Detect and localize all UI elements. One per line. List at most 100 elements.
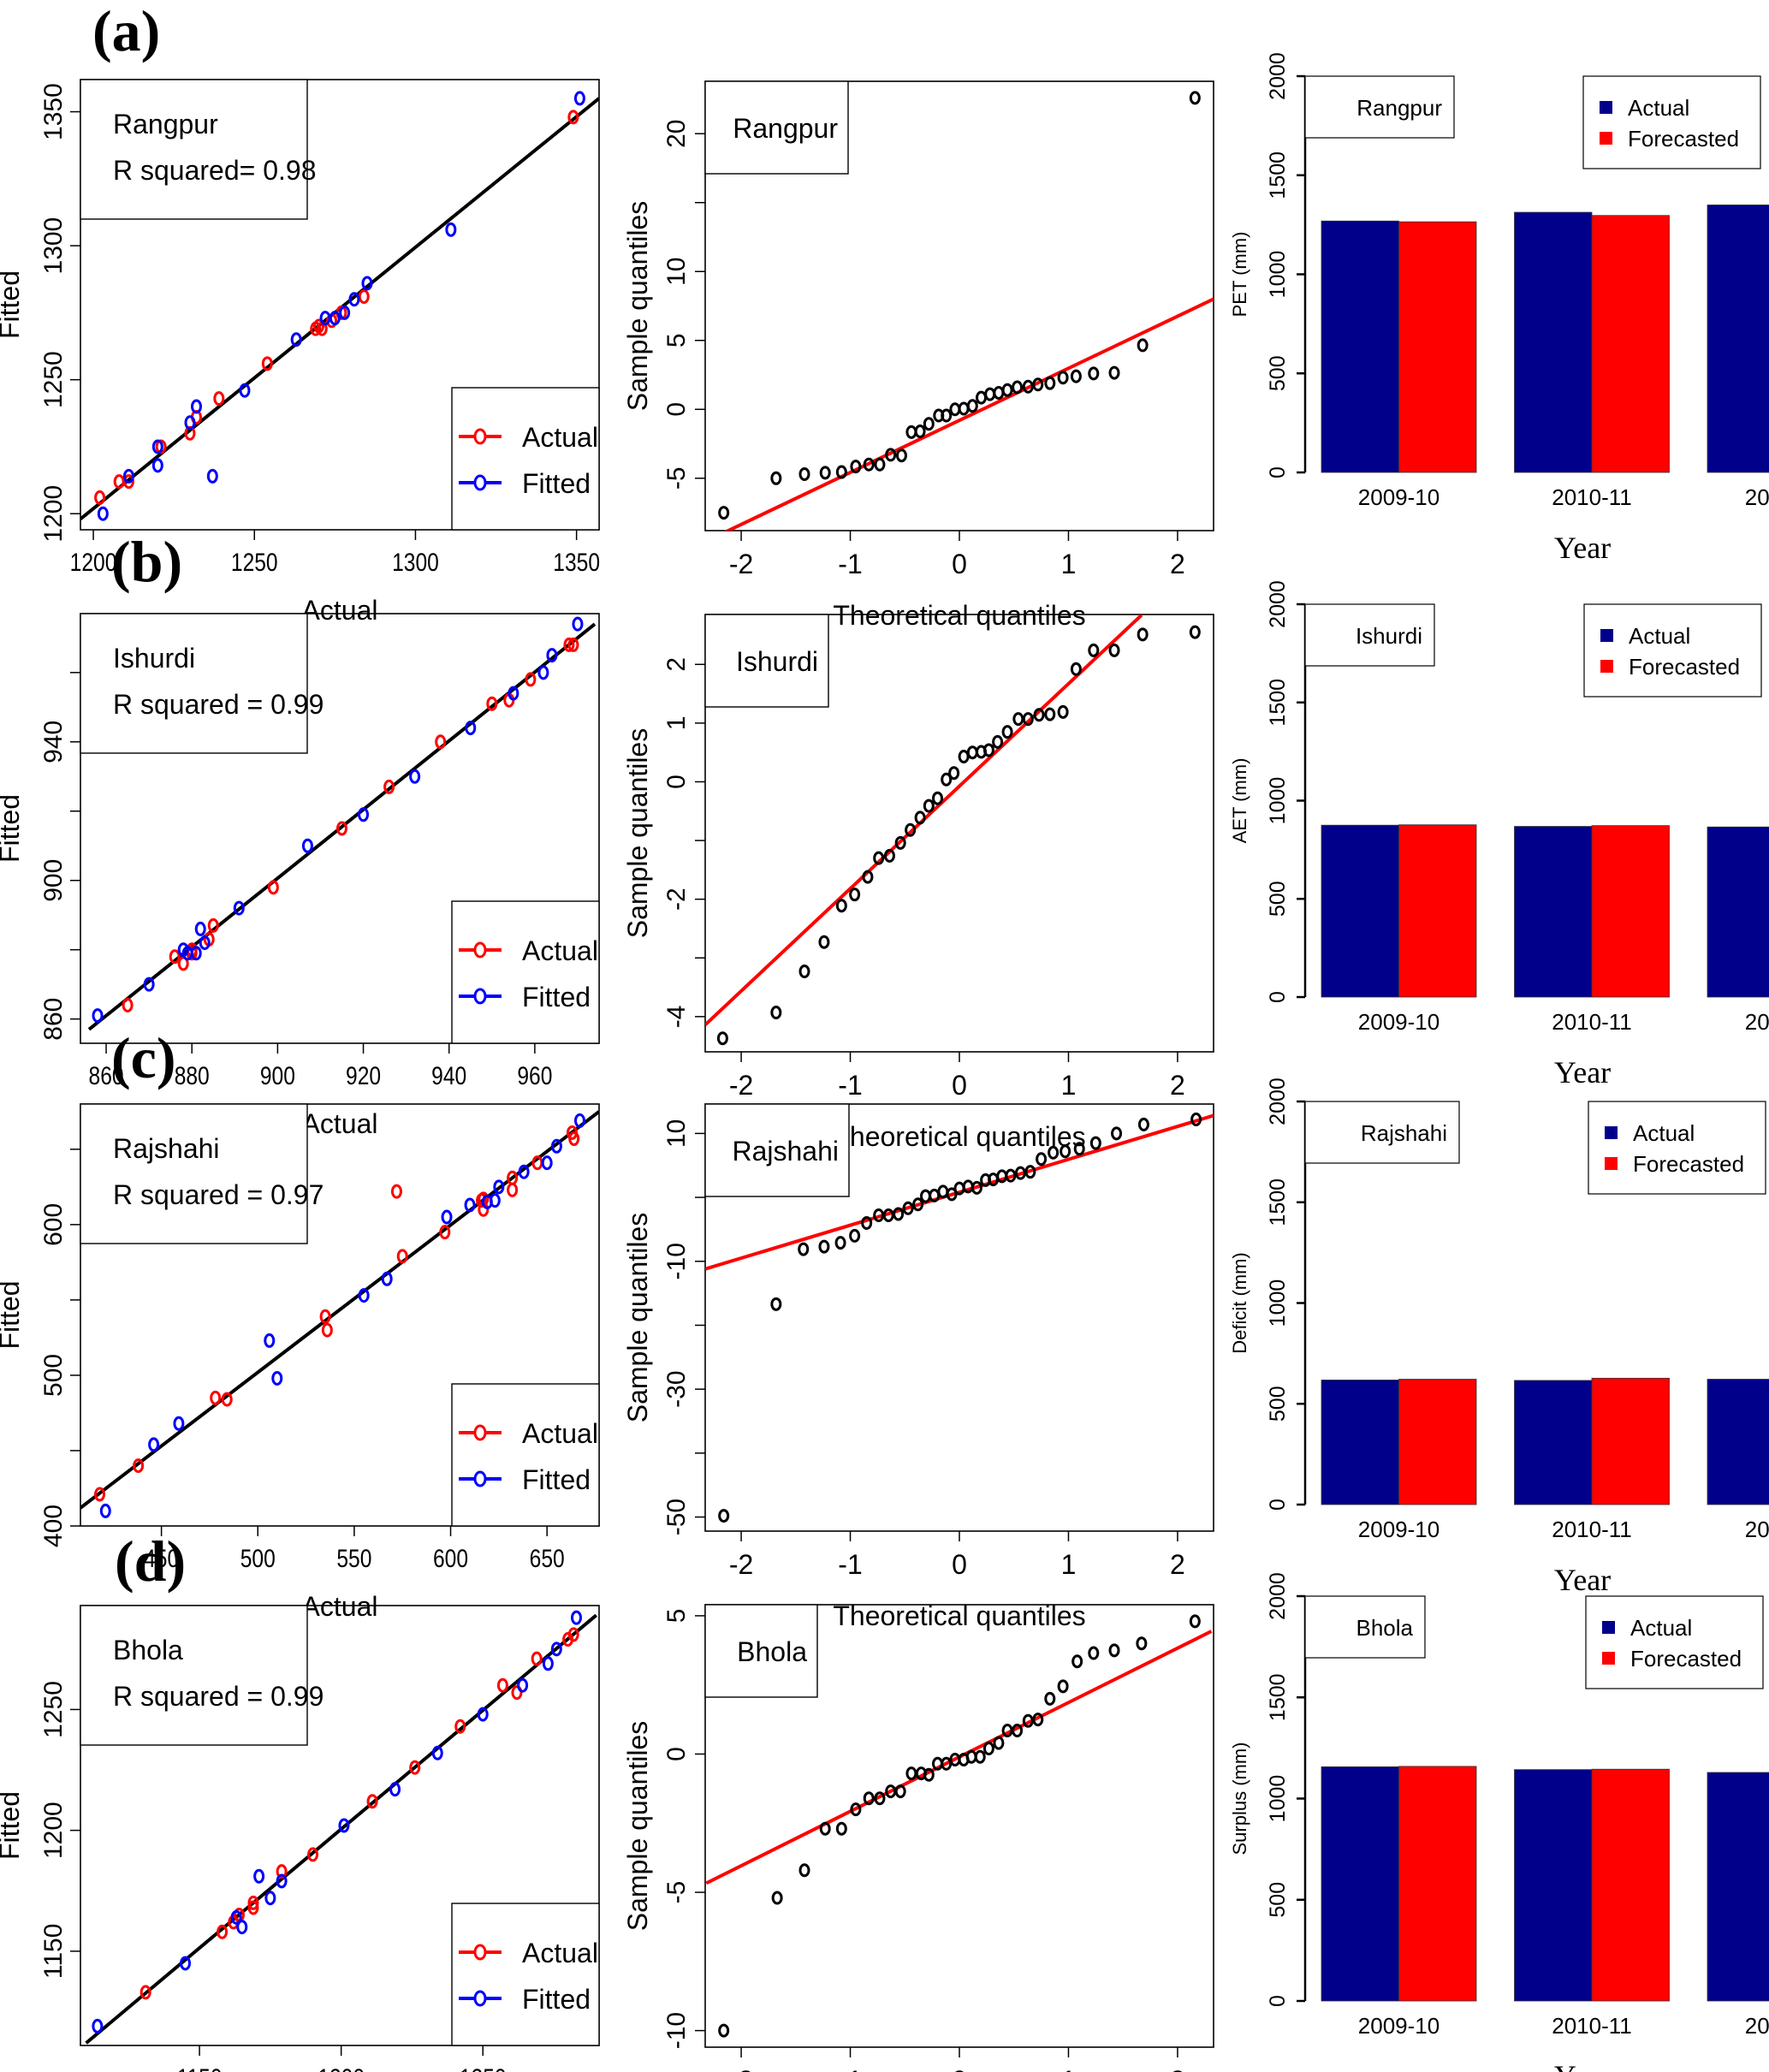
- qq-point: [984, 387, 996, 401]
- x-axis-label: Actual: [302, 595, 378, 626]
- qq-point: [1137, 1117, 1149, 1131]
- actual-point: [435, 734, 447, 750]
- r-squared-annotation: R squared = 0.97: [113, 1179, 324, 1210]
- qq-point: [974, 1749, 986, 1764]
- legend-label-fitted: Fitted: [522, 1464, 591, 1495]
- qq-point: [894, 1784, 906, 1799]
- y-tick-label: 2: [662, 657, 691, 672]
- qq-panel-ishurdi: -2 -1 0 1 2 -4 -2 0 1 2 Theoretical quantiles Sampl…: [622, 614, 1214, 1152]
- y-tick-label: 10: [662, 1119, 691, 1148]
- legend-box: [1588, 1101, 1766, 1195]
- legend-marker-fitted: [473, 988, 487, 1005]
- y-tick-label: 1500: [1266, 151, 1290, 199]
- station-label-box: [1304, 75, 1455, 139]
- x-tick-label: 920: [346, 1061, 381, 1090]
- actual-point: [169, 949, 181, 965]
- y-tick-label: 2000: [1266, 52, 1290, 100]
- x-tick-label: 1250: [460, 2063, 507, 2072]
- qq-point: [1044, 707, 1056, 721]
- x-tick-label: -1: [838, 1549, 862, 1580]
- fitted-point: [572, 616, 584, 632]
- y-tick-label: -10: [662, 1243, 691, 1279]
- x-tick-label: 0: [952, 1070, 967, 1101]
- qq-point: [1060, 1144, 1071, 1159]
- legend-box: [451, 900, 600, 1044]
- fitted-point: [99, 1503, 111, 1518]
- legend-swatch-actual: [1605, 1126, 1618, 1139]
- qq-point: [819, 1821, 831, 1836]
- fitted-point: [339, 305, 351, 320]
- fitted-point: [546, 648, 558, 663]
- bar-actual-2010-11: [1514, 1380, 1593, 1505]
- actual-point: [94, 490, 106, 505]
- fitted-point: [253, 1868, 265, 1884]
- qq-point: [1189, 625, 1201, 639]
- y-axis-label: Sample quantiles: [622, 728, 653, 938]
- fitted-point: [276, 1873, 288, 1889]
- y-tick-label: 500: [1266, 1386, 1290, 1422]
- station-label-box: [704, 614, 829, 708]
- y-tick-label: 1000: [1266, 1279, 1290, 1327]
- fitted-point: [358, 807, 370, 822]
- qq-point: [818, 1239, 830, 1254]
- y-tick-label: 1350: [39, 83, 68, 140]
- x-tick-label: 1200: [70, 548, 117, 577]
- station-name: Rajshahi: [732, 1136, 839, 1167]
- qq-point: [1136, 1636, 1148, 1651]
- x-axis-label: Year: [1554, 1563, 1611, 1597]
- y-tick-label: 1500: [1266, 679, 1290, 727]
- bar-panel-rajshahi: 0 500 1000 1500 2000 Deficit (mm) 2009-10 2010-…: [1229, 1078, 1769, 1597]
- qq-point: [1044, 1691, 1056, 1706]
- x-tick-label: 550: [336, 1544, 371, 1573]
- qq-point: [1005, 1168, 1017, 1183]
- qq-point: [914, 810, 926, 825]
- fitted-point: [301, 838, 313, 853]
- x-axis-label: Actual: [302, 1591, 378, 1622]
- fitted-point: [151, 458, 163, 473]
- fitted-point: [493, 1179, 505, 1195]
- y-axis-label: AET (mm): [1229, 758, 1250, 844]
- qq-point: [1022, 1713, 1034, 1728]
- fitted-point: [361, 276, 373, 291]
- actual-point: [567, 110, 579, 125]
- y-tick-label: 0: [1266, 1995, 1290, 2007]
- y-tick-label: 0: [662, 775, 691, 789]
- qq-point: [1137, 338, 1149, 353]
- qq-point: [882, 1208, 894, 1222]
- x-tick-label: 2: [1170, 2065, 1185, 2072]
- legend-label-actual: Actual: [522, 935, 598, 966]
- qq-point: [850, 1802, 862, 1817]
- bar-forecasted-2010-11: [1591, 215, 1670, 473]
- bar-actual-2010-11: [1514, 1769, 1593, 2002]
- y-tick-label: 2000: [1266, 1078, 1290, 1125]
- fitted-point: [465, 721, 477, 736]
- fitted-point: [477, 1707, 489, 1722]
- x-tick-label: 1: [1061, 1549, 1077, 1580]
- qq-point: [895, 448, 907, 463]
- y-tick-label: 500: [1266, 355, 1290, 391]
- bar-actual-2009-10: [1321, 1380, 1399, 1505]
- actual-point: [94, 1487, 106, 1502]
- x-tick-label: 2009-10: [1358, 1009, 1440, 1035]
- actual-point: [507, 1182, 519, 1197]
- y-tick-label: 1200: [39, 1802, 68, 1859]
- qq-point: [941, 1756, 953, 1771]
- bar-forecasted-2010-11: [1591, 1768, 1670, 2002]
- qq-point: [770, 1297, 782, 1311]
- x-axis-label: Theoretical quantiles: [833, 1600, 1085, 1631]
- qq-point: [1022, 379, 1034, 394]
- qq-point: [716, 1031, 728, 1046]
- fitted-point: [338, 1818, 350, 1833]
- qq-point: [1108, 643, 1120, 657]
- fitted-point: [236, 1920, 248, 1935]
- y-tick-label: 1250: [39, 351, 68, 408]
- legend-swatch-forecasted: [1600, 660, 1613, 673]
- qq-point: [1012, 1724, 1024, 1738]
- station-label-box: [80, 613, 308, 754]
- actual-point: [276, 1864, 288, 1879]
- y-tick-label: 1000: [1266, 777, 1290, 825]
- bar-panel-ishurdi: 0 500 1000 1500 2000 AET (mm) 2009-10 2010-11 20…: [1229, 580, 1769, 1089]
- y-axis-label: Fitted: [0, 794, 25, 863]
